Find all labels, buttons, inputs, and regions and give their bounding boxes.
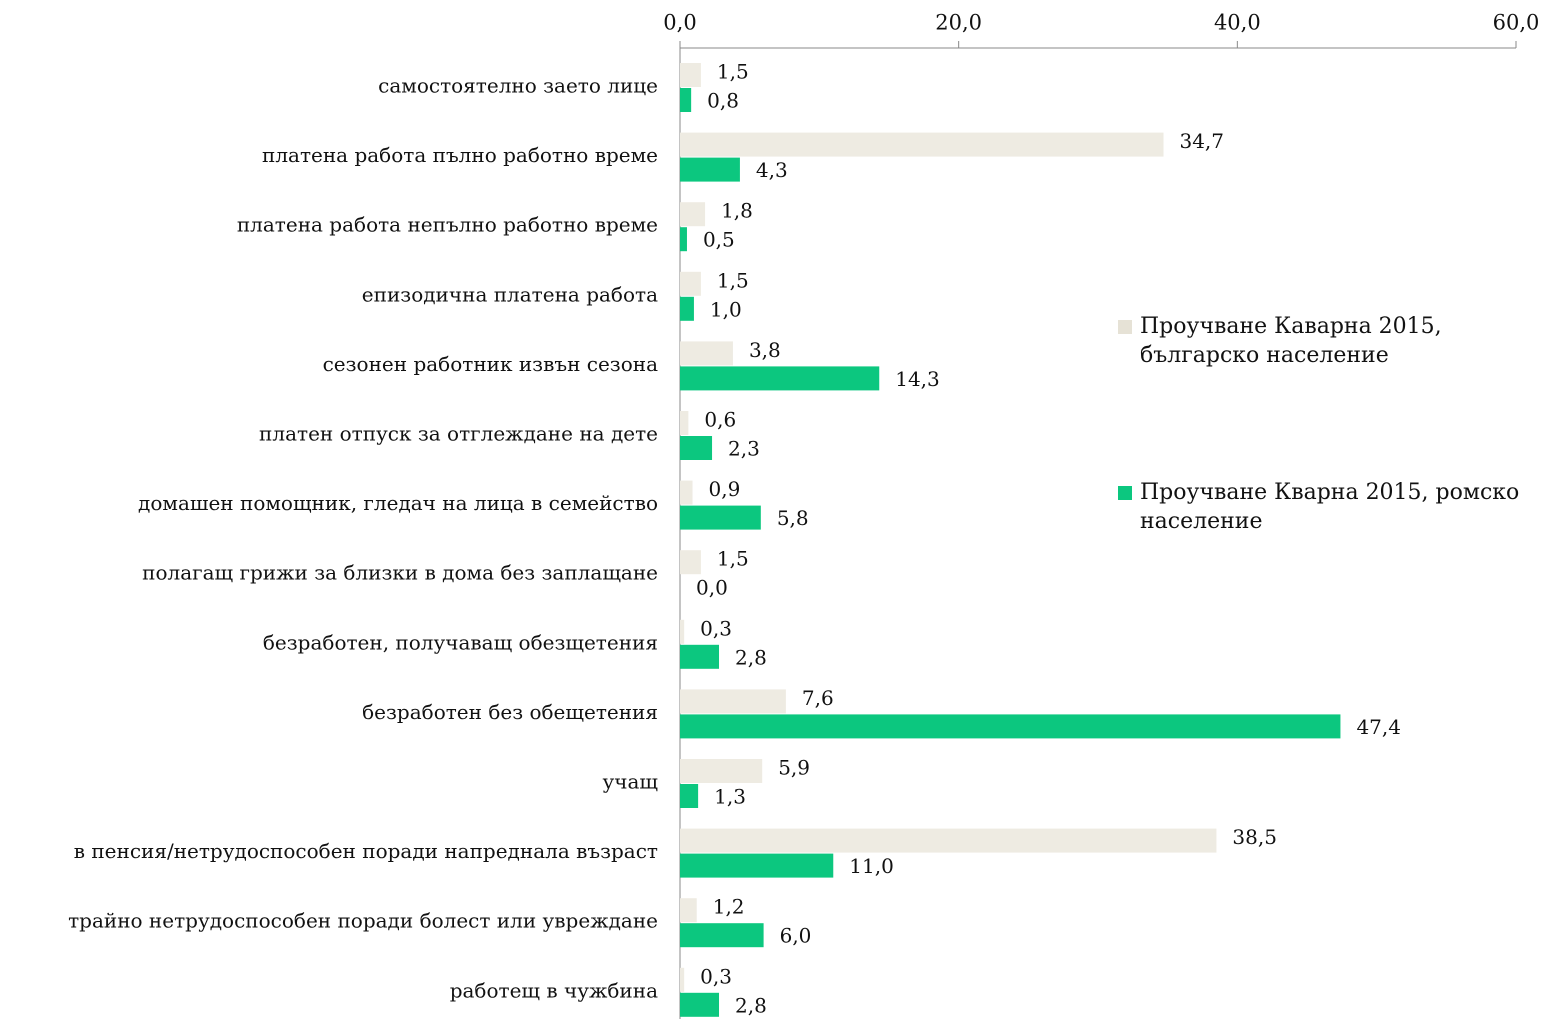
value-label: 1,5 [717, 547, 749, 571]
value-label: 34,7 [1179, 129, 1224, 153]
value-label: 6,0 [780, 924, 812, 948]
value-label: 1,8 [721, 199, 753, 223]
category-label: в пенсия/нетрудоспособен поради напредна… [74, 839, 658, 863]
value-label: 1,5 [717, 268, 749, 292]
category-label: домашен помощник, гледач на лица в семей… [138, 491, 658, 515]
value-label: 7,6 [802, 686, 834, 710]
category-label: безработен без обещетения [362, 700, 658, 724]
bar [680, 227, 687, 252]
category-label: платен отпуск за отглеждане на дете [259, 422, 658, 446]
value-label: 1,5 [717, 60, 749, 84]
value-label: 1,2 [713, 895, 745, 919]
bar [680, 63, 701, 87]
category-label: платена работа пълно работно време [262, 143, 658, 167]
legend-item: Проучване Каварна 2015, българско населе… [1118, 312, 1547, 370]
bar [680, 898, 697, 923]
value-label: 2,3 [728, 437, 760, 461]
bar [680, 619, 685, 644]
x-tick-label: 40,0 [1214, 11, 1261, 35]
value-label: 0,3 [700, 964, 732, 988]
bar [680, 296, 694, 321]
value-label: 47,4 [1356, 715, 1401, 739]
legend-swatch [1118, 320, 1132, 334]
legend-swatch [1118, 486, 1132, 500]
bar [680, 992, 720, 1017]
value-label: 11,0 [849, 854, 894, 878]
legend-label: Проучване Кварна 2015, ромско население [1140, 480, 1520, 534]
value-label: 3,8 [749, 338, 781, 362]
bar [680, 157, 740, 182]
x-tick-label: 20,0 [935, 11, 982, 35]
category-label: учащ [602, 770, 658, 794]
value-label: 0,9 [709, 477, 741, 501]
bar [680, 689, 786, 714]
category-label: полагащ грижи за близки в дома без запла… [142, 561, 658, 585]
value-label: 5,9 [778, 756, 810, 780]
bar [680, 271, 701, 296]
bar [680, 853, 834, 878]
category-label: работещ в чужбина [450, 978, 658, 1002]
value-label: 14,3 [895, 367, 940, 391]
bar [680, 436, 713, 460]
bar [680, 202, 706, 227]
bar [680, 88, 692, 112]
category-label: трайно нетрудоспособен поради болест или… [68, 909, 658, 933]
category-label: безработен, получаващ обезщетения [263, 630, 658, 654]
legend-item: Проучване Кварна 2015, ромско население [1118, 478, 1547, 536]
category-label: сезонен работник извън сезона [323, 352, 658, 376]
value-label: 4,3 [756, 158, 788, 182]
bar [680, 505, 761, 530]
bar [680, 132, 1164, 157]
bar [680, 967, 685, 992]
bar [680, 341, 733, 366]
value-label: 0,5 [703, 228, 735, 252]
category-label: епизодична платена работа [362, 282, 658, 306]
value-label: 1,3 [714, 785, 746, 809]
bar [680, 366, 880, 391]
value-label: 1,0 [710, 297, 742, 321]
bar [680, 828, 1217, 853]
value-label: 0,3 [700, 616, 732, 640]
value-label: 2,8 [735, 645, 767, 669]
bar [680, 411, 689, 435]
value-label: 5,8 [777, 506, 809, 530]
x-tick-label: 60,0 [1493, 11, 1540, 35]
value-label: 38,5 [1232, 825, 1277, 849]
value-label: 0,6 [704, 408, 736, 432]
value-label: 2,8 [735, 993, 767, 1017]
value-label: 0,8 [707, 89, 739, 113]
x-tick-label: 0,0 [663, 11, 696, 35]
bar [680, 644, 720, 669]
bar [680, 714, 1341, 739]
bar [680, 784, 699, 808]
value-label: 0,0 [696, 576, 728, 600]
category-label: самостоятелно заето лице [378, 74, 658, 98]
bar [680, 923, 764, 948]
bar [680, 480, 693, 505]
category-label: платена работа непълно работно време [237, 213, 658, 237]
legend-label: Проучване Каварна 2015, българско населе… [1140, 314, 1442, 368]
bar [680, 550, 701, 575]
bar [680, 759, 763, 783]
